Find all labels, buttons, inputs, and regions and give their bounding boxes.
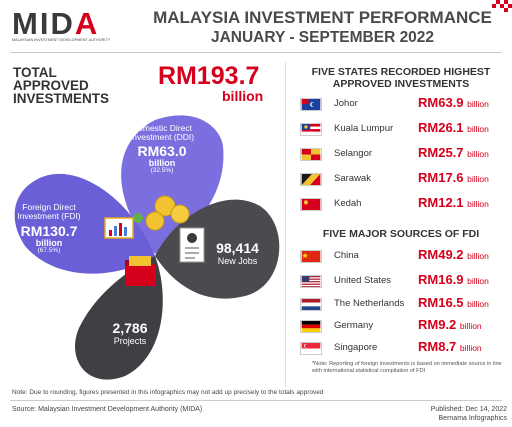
total-label: TOTAL APPROVED INVESTMENTS xyxy=(13,65,110,106)
state-unit: billion xyxy=(467,149,489,159)
state-name: Kuala Lumpur xyxy=(334,123,394,134)
germany-flag-icon xyxy=(300,320,322,333)
ddi-block: Domestic Direct Investment (DDI) RM63.0 … xyxy=(114,123,210,175)
source-unit: billion xyxy=(467,299,489,309)
sarawak-flag-icon xyxy=(300,173,322,186)
source-value: RM49.2 xyxy=(418,247,464,262)
sources-heading: FIVE MAJOR SOURCES OF FDI xyxy=(322,228,480,240)
kedah-flag-icon xyxy=(300,198,322,211)
source-value: RM16.5 xyxy=(418,295,464,310)
state-name: Johor xyxy=(334,98,358,109)
source-name: Germany xyxy=(334,320,374,331)
johor-flag-icon xyxy=(300,98,322,111)
projects-petal xyxy=(75,256,163,380)
ddi-unit: billion xyxy=(148,158,176,168)
state-row: Selangor RM25.7 billion xyxy=(300,144,505,164)
kuala-lumpur-flag-icon xyxy=(300,123,322,136)
china-flag-icon xyxy=(300,250,322,263)
singapore-flag-icon xyxy=(300,342,322,355)
rounding-note: Note: Due to rounding, figures presented… xyxy=(12,389,324,396)
state-value: RM25.7 xyxy=(418,145,464,160)
coins-icon xyxy=(133,195,190,231)
netherlands-flag-icon xyxy=(300,298,322,311)
states-heading: FIVE STATES RECORDED HIGHEST APPROVED IN… xyxy=(311,66,491,90)
source-unit: billion xyxy=(459,343,482,353)
total-value: RM193.7 xyxy=(158,62,260,90)
footer-rule xyxy=(10,400,502,401)
state-name: Sarawak xyxy=(334,173,371,184)
source-credit: Source: Malaysian Investment Development… xyxy=(12,406,203,413)
fdi-label: Foreign Direct Investment (FDI) xyxy=(17,202,81,221)
state-name: Selangor xyxy=(334,148,373,159)
source-value: RM16.9 xyxy=(418,272,464,287)
projects-value: 2,786 xyxy=(112,320,148,336)
column-divider xyxy=(285,62,286,387)
logo-text-part: A xyxy=(74,6,100,41)
state-row: Kuala Lumpur RM26.1 billion xyxy=(300,119,505,139)
source-row: United States RM16.9 billion xyxy=(300,271,505,291)
fdi-unit: billion xyxy=(35,238,63,248)
state-unit: billion xyxy=(467,199,489,209)
state-unit: billion xyxy=(467,124,489,134)
source-name: China xyxy=(334,250,359,261)
source-row: The Netherlands RM16.5 billion xyxy=(300,294,505,314)
ddi-pct: (32.5%) xyxy=(150,167,174,174)
source-unit: billion xyxy=(459,321,482,331)
source-name: Singapore xyxy=(334,342,378,353)
state-value: RM26.1 xyxy=(418,120,464,135)
chart-board-icon xyxy=(104,217,134,239)
source-name: The Netherlands xyxy=(334,298,405,309)
published-date: Published: Dec 14, 2022 xyxy=(430,406,507,413)
state-unit: billion xyxy=(467,174,489,184)
source-row: Germany RM9.2 billion xyxy=(300,316,505,336)
ddi-label: Domestic Direct Investment (DDI) xyxy=(129,123,195,142)
header: MIDA MALAYSIAN INVESTMENT DEVELOPMENT AU… xyxy=(0,0,512,50)
jobs-label: New Jobs xyxy=(217,256,258,266)
fdi-value: RM130.7 xyxy=(20,223,78,239)
logo-text-part: D xyxy=(50,6,75,41)
jobs-block: 98,414 New Jobs xyxy=(200,240,275,266)
source-row: China RM49.2 billion xyxy=(300,246,505,266)
state-value: RM63.9 xyxy=(418,95,464,110)
checker-decoration xyxy=(492,0,512,12)
page-subtitle: JANUARY - SEPTEMBER 2022 xyxy=(210,29,435,46)
state-value: RM12.1 xyxy=(418,195,464,210)
projects-block: 2,786 Projects xyxy=(95,320,165,346)
fdi-pct: (67.5%) xyxy=(37,247,61,254)
source-unit: billion xyxy=(467,276,489,286)
fdi-note: *Note: Reporting of foreign investments … xyxy=(312,361,502,374)
folder-icon xyxy=(125,256,155,286)
fdi-block: Foreign Direct Investment (FDI) RM130.7 … xyxy=(14,202,84,255)
published-block: Published: Dec 14, 2022 Bernama Infograp… xyxy=(395,405,507,423)
state-unit: billion xyxy=(467,99,489,109)
jobs-value: 98,414 xyxy=(216,240,259,256)
header-rule xyxy=(10,52,502,53)
total-unit: billion xyxy=(222,88,264,104)
source-row: Singapore RM8.7 billion xyxy=(300,338,505,358)
source-value: RM8.7 xyxy=(418,339,457,354)
state-row: Johor RM63.9 billion xyxy=(300,94,505,114)
state-row: Sarawak RM17.6 billion xyxy=(300,169,505,189)
logo-subtitle: MALAYSIAN INVESTMENT DEVELOPMENT AUTHORI… xyxy=(12,38,111,42)
page-title: MALAYSIA INVESTMENT PERFORMANCE xyxy=(153,8,492,27)
selangor-flag-icon xyxy=(300,148,322,161)
publisher: Bernama Infographics xyxy=(438,415,507,422)
id-card-icon xyxy=(179,227,205,263)
state-value: RM17.6 xyxy=(418,170,464,185)
united-states-flag-icon xyxy=(300,275,322,288)
source-unit: billion xyxy=(467,251,489,261)
investment-petal-graphic xyxy=(14,115,280,380)
ddi-value: RM63.0 xyxy=(137,143,187,159)
jobs-petal xyxy=(155,199,280,299)
projects-label: Projects xyxy=(113,336,147,346)
state-row: Kedah RM12.1 billion xyxy=(300,194,505,214)
fdi-petal xyxy=(14,173,155,274)
mida-logo: MIDA MALAYSIAN INVESTMENT DEVELOPMENT AU… xyxy=(12,6,122,46)
state-name: Kedah xyxy=(334,198,362,209)
source-value: RM9.2 xyxy=(418,317,457,332)
source-name: United States xyxy=(334,275,392,286)
logo-text-part: MI xyxy=(12,6,51,41)
